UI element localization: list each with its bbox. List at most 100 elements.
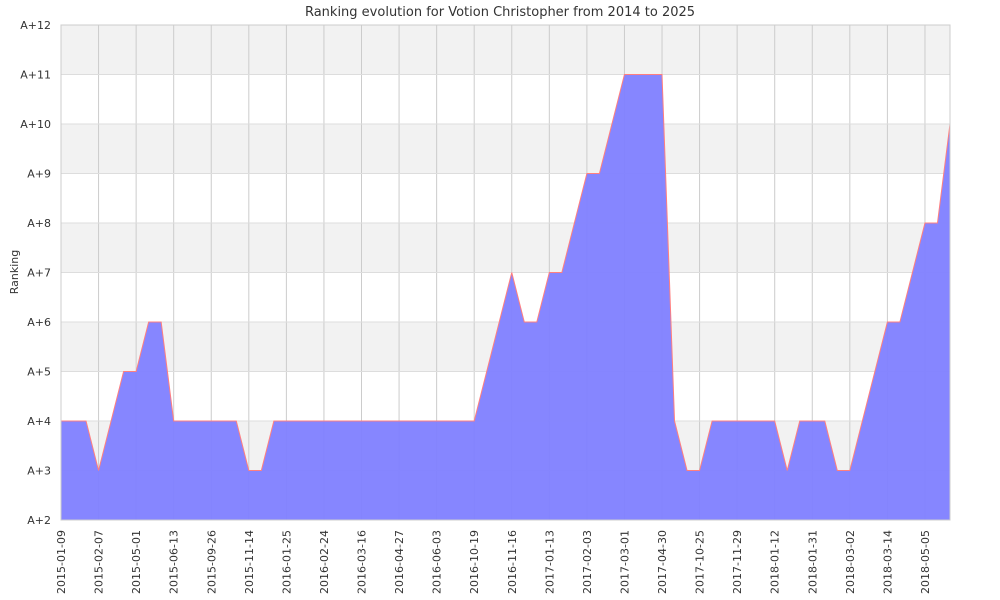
data-point (799, 421, 800, 422)
data-point (662, 74, 663, 75)
data-point (173, 421, 174, 422)
data-point (386, 421, 387, 422)
data-point (749, 421, 750, 422)
data-point (774, 421, 775, 422)
data-point (574, 223, 575, 224)
data-point (687, 470, 688, 471)
data-point (837, 470, 838, 471)
y-tick-label: A+7 (27, 267, 51, 280)
x-tick-label: 2016-06-03 (431, 530, 444, 594)
data-point (123, 371, 124, 372)
data-point (186, 421, 187, 422)
x-tick-label: 2015-02-07 (93, 530, 106, 594)
y-tick-label: A+12 (20, 19, 51, 32)
chart-title: Ranking evolution for Votion Christopher… (305, 5, 695, 20)
data-point (599, 173, 600, 174)
data-point (762, 421, 763, 422)
x-tick-label: 2018-01-31 (806, 530, 819, 594)
x-tick-label: 2017-10-25 (694, 530, 707, 594)
y-tick-label: A+11 (20, 69, 51, 82)
grid-band (61, 25, 950, 75)
y-tick-label: A+8 (27, 217, 51, 230)
data-point (361, 421, 362, 422)
y-tick-label: A+9 (27, 168, 51, 181)
plot-frame (60, 24, 951, 521)
data-point (211, 421, 212, 422)
data-point (399, 421, 400, 422)
x-axis-ticks: 2015-01-09 2015-02-07 2015-05-01 2015-06-13… (55, 530, 932, 594)
x-tick-label: 2015-05-01 (130, 530, 143, 594)
data-point (924, 223, 925, 224)
data-point (86, 421, 87, 422)
y-tick-label: A+3 (27, 465, 51, 478)
data-point (912, 272, 913, 273)
x-tick-label: 2016-11-16 (506, 530, 519, 594)
x-tick-label: 2018-01-12 (769, 530, 782, 594)
x-tick-label: 2017-01-13 (543, 530, 556, 594)
x-tick-label: 2016-04-27 (393, 530, 406, 594)
data-point (261, 470, 262, 471)
data-point (524, 322, 525, 323)
data-point (586, 173, 587, 174)
data-point (374, 421, 375, 422)
ranking-series (61, 74, 951, 520)
data-point (887, 322, 888, 323)
x-tick-label: 2015-06-13 (168, 530, 181, 594)
data-point (236, 421, 237, 422)
data-point (862, 421, 863, 422)
data-point (874, 371, 875, 372)
x-tick-label: 2017-03-01 (618, 530, 631, 594)
x-tick-label: 2017-11-29 (731, 530, 744, 594)
x-tick-label: 2016-10-19 (468, 530, 481, 594)
y-tick-label: A+5 (27, 366, 51, 379)
data-point (812, 421, 813, 422)
data-point (298, 421, 299, 422)
x-tick-label: 2016-01-25 (280, 530, 293, 594)
y-tick-label: A+10 (20, 118, 51, 131)
plot-border (60, 24, 951, 521)
x-tick-label: 2018-05-05 (919, 530, 932, 594)
data-point (198, 421, 199, 422)
data-point (311, 421, 312, 422)
x-tick-label: 2016-03-16 (356, 530, 369, 594)
x-tick-label: 2015-01-09 (55, 530, 68, 594)
data-point (624, 74, 625, 75)
y-axis-ticks: A+2 A+3 A+4 A+5 A+6 A+7 A+8 A+9 A+10 A+11 A+12 (20, 19, 51, 527)
data-point (699, 470, 700, 471)
data-point (111, 421, 112, 422)
data-point (824, 421, 825, 422)
x-tick-label: 2016-02-24 (318, 530, 331, 594)
x-tick-label: 2017-02-03 (581, 530, 594, 594)
data-point (849, 470, 850, 471)
data-point (136, 371, 137, 372)
data-point (449, 421, 450, 422)
data-point (148, 322, 149, 323)
data-point (411, 421, 412, 422)
data-point (98, 470, 99, 471)
data-point (536, 322, 537, 323)
data-point (549, 272, 550, 273)
data-point (636, 74, 637, 75)
data-point (348, 421, 349, 422)
data-point (286, 421, 287, 422)
x-tick-label: 2017-04-30 (656, 530, 669, 594)
data-point (161, 322, 162, 323)
data-point (649, 74, 650, 75)
x-tick-label: 2015-11-14 (243, 530, 256, 594)
data-point (499, 322, 500, 323)
grid-band (61, 223, 950, 273)
data-point (724, 421, 725, 422)
data-point (511, 272, 512, 273)
x-tick-label: 2015-09-26 (205, 530, 218, 594)
data-point (787, 470, 788, 471)
data-point (436, 421, 437, 422)
x-tick-label: 2018-03-02 (844, 530, 857, 594)
y-tick-label: A+6 (27, 316, 51, 329)
data-point (248, 470, 249, 471)
ranking-line (61, 74, 951, 471)
grid-band (61, 124, 950, 174)
y-tick-label: A+2 (27, 514, 51, 527)
data-point (712, 421, 713, 422)
grid-band (61, 74, 950, 124)
